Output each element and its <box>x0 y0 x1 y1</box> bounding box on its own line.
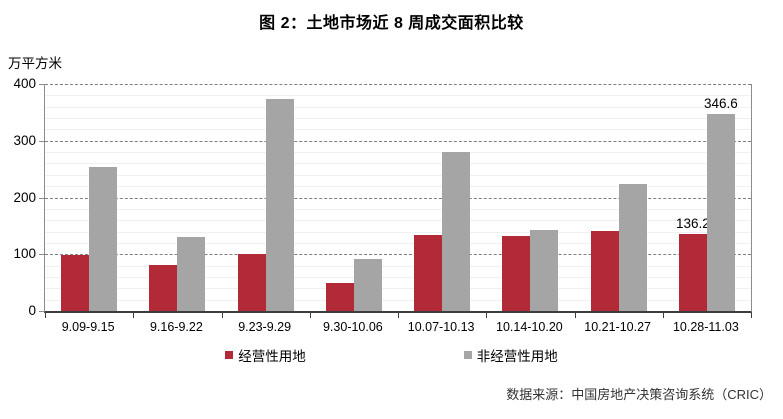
x-axis-label: 9.16-9.22 <box>149 320 203 334</box>
plot-area: 136.2 346.6 <box>44 84 752 318</box>
minor-gridline <box>45 231 751 233</box>
bar-non-operational-land <box>177 237 206 311</box>
legend-marker-operational-icon <box>225 351 234 359</box>
bar-operational-land <box>325 283 354 311</box>
legend-entry: 非经营性用地 <box>463 345 558 365</box>
x-axis-tick <box>221 313 223 318</box>
bar-non-operational-land <box>530 230 559 311</box>
bar-non-operational-land <box>265 98 294 311</box>
x-axis-tick <box>309 313 311 318</box>
bar-non-operational-land <box>353 259 382 311</box>
bar-non-operational-land <box>89 166 118 311</box>
bar-value-label: 346.6 <box>703 96 738 112</box>
x-axis-tick <box>751 313 752 318</box>
bar-non-operational-land <box>442 152 471 311</box>
legend-marker-non-operational-icon <box>463 351 472 359</box>
minor-gridline <box>45 186 751 188</box>
minor-gridline <box>45 276 751 278</box>
y-axis-tick <box>39 84 44 85</box>
legend-entry: 经营性用地 <box>225 345 306 365</box>
minor-gridline <box>45 163 751 165</box>
bar-operational-land <box>502 236 531 311</box>
data-source: 数据来源：中国房地产决策咨询系统（CRIC） <box>506 387 772 402</box>
x-axis-label: 9.23-9.29 <box>238 320 292 334</box>
legend: 经营性用地 非经营性用地 <box>0 345 783 365</box>
minor-gridline <box>45 208 751 210</box>
x-axis-tick <box>133 313 135 318</box>
x-axis-tick <box>574 313 576 318</box>
x-axis-tick <box>398 313 399 318</box>
minor-gridline <box>45 106 751 108</box>
x-axis-tick <box>486 313 488 318</box>
minor-gridline <box>45 129 751 131</box>
major-gridline <box>45 197 751 199</box>
bar-operational-land <box>414 234 443 311</box>
x-axis-label: 10.14-10.20 <box>496 320 563 334</box>
bar-non-operational-land <box>618 183 647 311</box>
x-axis-label: 9.09-9.15 <box>61 320 115 334</box>
major-gridline <box>45 84 751 85</box>
bar-operational-land <box>590 230 619 311</box>
x-axis-label: 9.30-10.06 <box>322 320 383 334</box>
legend-label: 非经营性用地 <box>476 349 558 364</box>
minor-gridline <box>45 242 751 244</box>
y-axis-tick-label: 400 <box>13 76 36 91</box>
y-axis-unit-label: 万平方米 <box>8 56 62 71</box>
y-axis-tick <box>39 311 44 312</box>
chart-title: 图 2：土地市场近 8 周成交面积比较 <box>259 15 524 32</box>
bar-non-operational-land <box>706 114 735 311</box>
y-axis-tick <box>39 197 44 199</box>
bar-operational-land <box>61 255 90 311</box>
x-axis-tick <box>45 313 46 318</box>
y-axis-tick-label: 0 <box>28 303 36 318</box>
major-gridline <box>45 140 751 142</box>
bar-operational-land <box>149 265 178 311</box>
minor-gridline <box>45 288 751 290</box>
y-axis-tick <box>39 254 44 256</box>
x-axis-label: 10.21-10.27 <box>584 320 651 334</box>
minor-gridline <box>45 152 751 154</box>
x-axis-tick <box>662 313 664 318</box>
x-axis-label: 10.28-11.03 <box>672 320 739 334</box>
bar-value-label: 136.2 <box>675 215 710 231</box>
minor-gridline <box>45 95 751 97</box>
bar-operational-land <box>678 233 707 311</box>
y-axis-tick-label: 200 <box>13 189 36 205</box>
minor-gridline <box>45 220 751 222</box>
bar-operational-land <box>237 254 266 311</box>
y-axis-tick-label: 300 <box>13 132 36 148</box>
y-axis-tick-label: 100 <box>13 246 36 262</box>
minor-gridline <box>45 299 751 301</box>
legend-label: 经营性用地 <box>238 349 306 364</box>
x-axis-label: 10.07-10.13 <box>407 320 475 334</box>
major-gridline <box>45 254 751 256</box>
minor-gridline <box>45 118 751 120</box>
minor-gridline <box>45 265 751 267</box>
minor-gridline <box>45 174 751 176</box>
y-axis-tick <box>39 140 44 142</box>
